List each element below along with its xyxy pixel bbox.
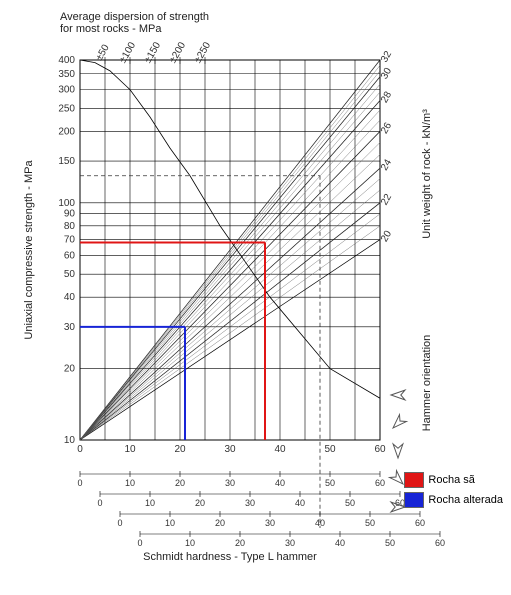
svg-text:40: 40 [274,444,286,455]
svg-text:22: 22 [379,192,394,208]
svg-text:26: 26 [379,120,394,136]
svg-text:40: 40 [64,292,76,303]
svg-text:200: 200 [58,126,75,137]
svg-text:10: 10 [124,444,136,455]
svg-text:Hammer orientation: Hammer orientation [421,335,433,432]
schmidt-chart-page: { "titles": { "top": "Average dispersion… [0,0,511,595]
svg-text:50: 50 [64,269,76,280]
svg-text:10: 10 [165,518,175,528]
legend-swatch-alt [404,492,424,508]
svg-text:60: 60 [415,518,425,528]
svg-text:30: 30 [265,518,275,528]
svg-text:50: 50 [365,518,375,528]
svg-text:20: 20 [235,538,245,548]
svg-text:50: 50 [324,444,336,455]
svg-text:70: 70 [64,235,76,246]
svg-text:28: 28 [379,89,394,105]
svg-text:0: 0 [77,478,82,488]
svg-text:30: 30 [225,478,235,488]
svg-text:0: 0 [137,538,142,548]
svg-text:50: 50 [385,538,395,548]
svg-text:20: 20 [64,364,76,375]
legend-label-sa: Rocha sã [428,474,474,486]
legend-label-alt: Rocha alterada [428,494,503,506]
svg-text:40: 40 [275,478,285,488]
svg-text:300: 300 [58,85,75,96]
svg-text:40: 40 [335,538,345,548]
svg-text:Uniaxial compressive strength: Uniaxial compressive strength - MPa [23,160,35,340]
svg-text:100: 100 [58,198,75,209]
svg-text:60: 60 [435,538,445,548]
svg-text:60: 60 [64,250,76,261]
legend-swatch-sa [404,472,424,488]
svg-text:Unit weight of rock - kN/m³: Unit weight of rock - kN/m³ [421,109,433,239]
legend-row-alt: Rocha alterada [404,492,503,508]
svg-text:30: 30 [245,498,255,508]
svg-text:10: 10 [125,478,135,488]
svg-text:90: 90 [64,209,76,220]
legend-row-sa: Rocha sã [404,472,503,488]
svg-text:40: 40 [295,498,305,508]
svg-text:20: 20 [174,444,186,455]
svg-text:150: 150 [58,156,75,167]
svg-text:250: 250 [58,103,75,114]
svg-text:20: 20 [175,478,185,488]
svg-text:10: 10 [145,498,155,508]
svg-text:10: 10 [185,538,195,548]
svg-text:30: 30 [224,444,236,455]
svg-text:60: 60 [375,478,385,488]
svg-text:40: 40 [315,518,325,528]
svg-text:50: 50 [325,478,335,488]
svg-text:60: 60 [374,444,386,455]
svg-text:10: 10 [64,435,76,446]
svg-text:0: 0 [97,498,102,508]
svg-text:20: 20 [379,229,394,245]
svg-text:24: 24 [379,157,394,173]
svg-text:400: 400 [58,55,75,66]
svg-text:Average dispersion of strength: Average dispersion of strength [60,11,209,23]
svg-text:50: 50 [345,498,355,508]
svg-text:30: 30 [379,66,394,82]
legend: Rocha sã Rocha alterada [404,472,503,512]
svg-text:Schmidt hardness - Type L hamm: Schmidt hardness - Type L hammer [143,551,317,563]
svg-text:350: 350 [58,69,75,80]
svg-text:30: 30 [285,538,295,548]
svg-text:0: 0 [117,518,122,528]
svg-text:30: 30 [64,322,76,333]
svg-text:20: 20 [195,498,205,508]
svg-text:32: 32 [379,49,394,65]
svg-text:80: 80 [64,221,76,232]
svg-text:20: 20 [215,518,225,528]
svg-text:for most rocks - MPa: for most rocks - MPa [60,23,162,35]
svg-text:0: 0 [77,444,83,455]
